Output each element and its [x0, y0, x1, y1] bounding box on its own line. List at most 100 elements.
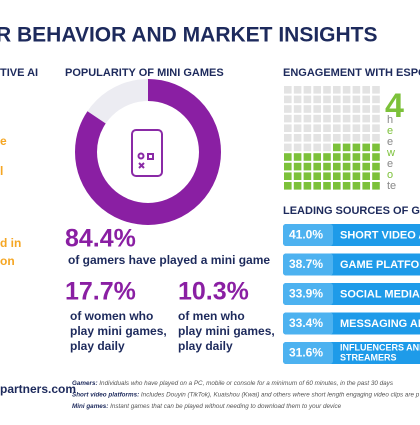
waffle-cell [333, 182, 341, 190]
phone-icon [131, 129, 163, 177]
waffle-cell [333, 172, 341, 180]
bar-label: GAME PLATFOR [340, 259, 420, 271]
waffle-cell [313, 124, 321, 132]
bar-label: SHORT VIDEO AI [340, 229, 420, 241]
note: Mini games: Instant games that can be pl… [72, 403, 342, 410]
waffle-cell [313, 86, 321, 94]
waffle-cell [362, 182, 370, 190]
waffle-cell [362, 124, 370, 132]
bar-value-bg [283, 283, 333, 305]
waffle-cell [303, 134, 312, 142]
note: Short video platforms: Includes Douyin (… [72, 391, 420, 398]
waffle-cell [293, 182, 302, 190]
waffle-cell [362, 162, 370, 171]
waffle-cell [293, 86, 302, 94]
waffle-cell [303, 95, 312, 104]
bar-value-bg [283, 253, 333, 276]
waffle-cell [293, 143, 302, 152]
waffle-cell [342, 162, 351, 171]
waffle-cell [372, 182, 380, 190]
waffle-cell [372, 86, 380, 94]
waffle-cell [323, 124, 331, 132]
waffle-cell [362, 114, 370, 123]
fragment: e [387, 158, 393, 170]
waffle-cell [313, 143, 321, 152]
waffle-cell [293, 134, 302, 142]
big-stat: 4 [385, 87, 404, 125]
waffle-cell [313, 172, 321, 180]
fragment: on [0, 254, 15, 268]
waffle-cell [284, 124, 292, 132]
waffle-cell [372, 134, 380, 142]
waffle-cell [323, 86, 331, 94]
stat: 10.3% [178, 278, 249, 306]
waffle-cell [284, 172, 292, 180]
waffle-cell [372, 162, 380, 171]
waffle-cell [313, 182, 321, 190]
waffle-cell [333, 134, 341, 142]
waffle-cell [352, 162, 361, 171]
note: Gamers: Individuals who have played on a… [72, 380, 394, 387]
waffle-cell [372, 153, 380, 161]
stat-text: of gamers have played a mini game [68, 253, 270, 267]
bar-label: SOCIAL MEDIA [340, 288, 420, 300]
waffle-cell [372, 114, 380, 123]
waffle-cell [352, 95, 361, 104]
waffle-cell [293, 105, 302, 113]
waffle-cell [303, 114, 312, 123]
waffle-cell [333, 114, 341, 123]
stat-text: play mini games, [70, 324, 167, 338]
stat-text: play mini games, [178, 324, 275, 338]
bar-label: INFLUENCERS AND STREAMERS [340, 343, 420, 363]
note-text: Instant games that can be played without… [108, 403, 341, 410]
fragment: e [387, 125, 393, 137]
waffle-cell [293, 114, 302, 123]
waffle-cell [284, 95, 292, 104]
fragment: d in [0, 236, 21, 250]
waffle-cell [284, 134, 292, 142]
fragment: e [387, 136, 393, 148]
bar-value-bg [283, 342, 333, 364]
heading: LEADING SOURCES OF GAM [283, 205, 420, 217]
waffle-cell [284, 162, 292, 171]
waffle-cell [372, 95, 380, 104]
waffle-cell [313, 95, 321, 104]
fragment: l [0, 164, 3, 178]
waffle-cell [342, 114, 351, 123]
note-term: Short video platforms: [72, 391, 139, 398]
waffle-cell [313, 105, 321, 113]
waffle-cell [323, 172, 331, 180]
fragment: o [387, 169, 393, 181]
waffle-cell [333, 162, 341, 171]
bar-value: 31.6% [289, 346, 323, 360]
heading: ENGAGEMENT WITH ESPOR [283, 67, 420, 79]
waffle-cell [342, 124, 351, 132]
waffle-cell [284, 114, 292, 123]
donut-arc [75, 79, 221, 225]
note-text: Individuals who have played on a PC, mob… [98, 380, 394, 387]
bar-value: 41.0% [289, 228, 323, 242]
waffle-cell [352, 105, 361, 113]
waffle-cell [362, 153, 370, 161]
waffle-cell [323, 134, 331, 142]
waffle-cell [342, 86, 351, 94]
waffle-cell [352, 86, 361, 94]
waffle-cell [284, 153, 292, 161]
waffle-cell [293, 162, 302, 171]
waffle-cell [352, 153, 361, 161]
waffle-cell [362, 86, 370, 94]
fragment: e [0, 134, 7, 148]
waffle-cell [342, 172, 351, 180]
waffle-cell [372, 105, 380, 113]
waffle-cell [372, 124, 380, 132]
waffle-cell [342, 95, 351, 104]
waffle-cell [284, 143, 292, 152]
bar-label-line: STREAMERS [340, 353, 397, 363]
waffle-cell [323, 162, 331, 171]
waffle-cell [313, 134, 321, 142]
waffle-cell [352, 143, 361, 152]
waffle-cell [352, 172, 361, 180]
note-term: Gamers: [72, 380, 98, 387]
